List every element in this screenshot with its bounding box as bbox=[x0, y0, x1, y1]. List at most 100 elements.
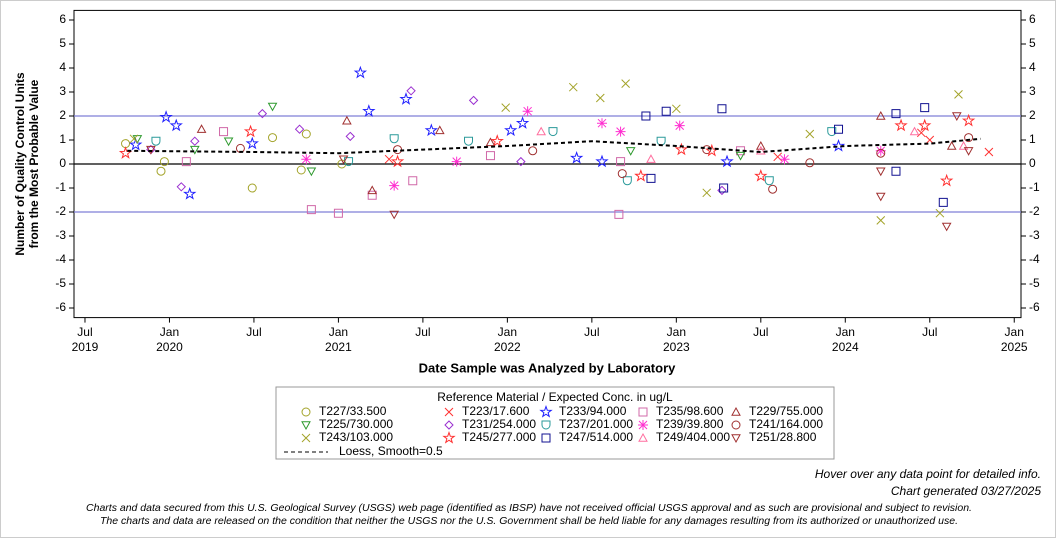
data-point bbox=[616, 157, 626, 167]
data-point bbox=[614, 209, 624, 219]
legend-label: T239/39.800 bbox=[656, 417, 724, 431]
data-point bbox=[720, 154, 734, 168]
data-point bbox=[875, 167, 886, 177]
data-point bbox=[622, 176, 632, 186]
data-point bbox=[333, 208, 343, 218]
data-point bbox=[159, 157, 169, 167]
data-point bbox=[169, 118, 183, 132]
data-point bbox=[338, 155, 349, 165]
x-tick-label: Jan 2020 bbox=[156, 324, 183, 354]
data-point bbox=[159, 110, 173, 123]
data-point bbox=[515, 116, 530, 129]
legend-marker bbox=[301, 433, 311, 443]
data-point bbox=[504, 123, 518, 137]
y-tick-label: 2 bbox=[59, 108, 66, 122]
data-point bbox=[958, 140, 969, 150]
data-point bbox=[146, 145, 156, 155]
data-point bbox=[367, 190, 377, 200]
data-point bbox=[876, 216, 886, 225]
data-point bbox=[834, 124, 844, 134]
data-point bbox=[434, 125, 445, 135]
data-point bbox=[468, 95, 479, 106]
data-point bbox=[485, 151, 495, 161]
data-point bbox=[118, 146, 133, 159]
legend-marker bbox=[301, 407, 311, 417]
y2-tick-label: -4 bbox=[1029, 252, 1040, 266]
data-point bbox=[939, 173, 954, 187]
data-point bbox=[451, 156, 462, 167]
data-point bbox=[951, 112, 962, 122]
legend-marker bbox=[731, 434, 741, 444]
legend-label: T231/254.000 bbox=[462, 417, 536, 431]
data-point bbox=[735, 151, 746, 161]
x-tick-label: Jan 2022 bbox=[494, 324, 521, 354]
data-point bbox=[941, 222, 952, 232]
y-tick-label: 5 bbox=[59, 36, 66, 50]
legend-marker bbox=[444, 420, 454, 430]
x-tick-label: Jan 2021 bbox=[325, 324, 352, 354]
legend-label: T233/94.000 bbox=[559, 404, 627, 418]
data-point bbox=[190, 136, 200, 146]
data-point bbox=[702, 145, 712, 155]
data-point bbox=[490, 134, 504, 147]
data-point bbox=[876, 148, 886, 158]
data-point bbox=[367, 185, 378, 195]
legend-marker bbox=[539, 404, 553, 418]
x-tick-label: Jan 2023 bbox=[662, 324, 690, 354]
data-point bbox=[674, 142, 689, 156]
data-point bbox=[875, 110, 886, 120]
data-point bbox=[827, 127, 837, 137]
data-point bbox=[568, 82, 578, 92]
y-axis-title: Number of Quality Control Units bbox=[13, 72, 27, 256]
data-point bbox=[268, 133, 278, 143]
data-point bbox=[916, 128, 926, 138]
legend-marker bbox=[731, 406, 741, 416]
y-tick-label: -1 bbox=[55, 180, 66, 194]
data-point bbox=[569, 150, 584, 164]
data-point bbox=[617, 169, 627, 179]
y-tick-label: -2 bbox=[55, 204, 66, 218]
note: Hover over any data point for detailed i… bbox=[814, 467, 1041, 481]
x-tick-label: Jul bbox=[415, 324, 431, 339]
data-point bbox=[306, 205, 316, 215]
data-point bbox=[909, 126, 920, 136]
data-point bbox=[621, 79, 630, 88]
legend-marker bbox=[444, 407, 454, 417]
x-tick-label: Jul bbox=[246, 324, 262, 339]
y2-tick-label: 4 bbox=[1029, 60, 1036, 74]
data-point bbox=[243, 124, 258, 138]
data-point bbox=[183, 186, 197, 200]
x-tick-label: Jan 2025 bbox=[1000, 324, 1028, 354]
data-point bbox=[156, 166, 166, 176]
data-point bbox=[702, 188, 712, 198]
legend-label: T237/201.000 bbox=[559, 417, 633, 431]
y2-tick-label: 6 bbox=[1029, 12, 1036, 26]
data-point bbox=[717, 104, 727, 114]
legend-label: T245/277.000 bbox=[462, 430, 536, 444]
data-point bbox=[406, 86, 416, 96]
note: Chart generated 03/27/2025 bbox=[890, 484, 1041, 498]
y-tick-label: -5 bbox=[55, 276, 66, 290]
data-point bbox=[408, 176, 418, 186]
data-point bbox=[384, 154, 394, 164]
data-point bbox=[522, 106, 533, 117]
legend-label: T223/17.600 bbox=[462, 404, 530, 418]
data-point bbox=[389, 180, 400, 191]
data-point bbox=[245, 136, 259, 150]
data-point bbox=[196, 124, 207, 133]
data-point bbox=[301, 154, 312, 165]
x-tick-label: Jul bbox=[753, 324, 769, 339]
data-point bbox=[528, 146, 538, 156]
legend-marker bbox=[638, 432, 648, 442]
x-tick-label: Jul bbox=[922, 324, 938, 339]
data-point bbox=[595, 154, 609, 168]
data-point bbox=[424, 123, 439, 137]
data-point bbox=[984, 147, 994, 157]
legend-marker bbox=[442, 430, 456, 444]
disclaimer: The charts and data are released on the … bbox=[100, 515, 958, 527]
y-axis-title: from the Most Probable Value bbox=[27, 79, 41, 248]
data-point bbox=[345, 131, 355, 142]
y-tick-label: -3 bbox=[55, 228, 66, 242]
